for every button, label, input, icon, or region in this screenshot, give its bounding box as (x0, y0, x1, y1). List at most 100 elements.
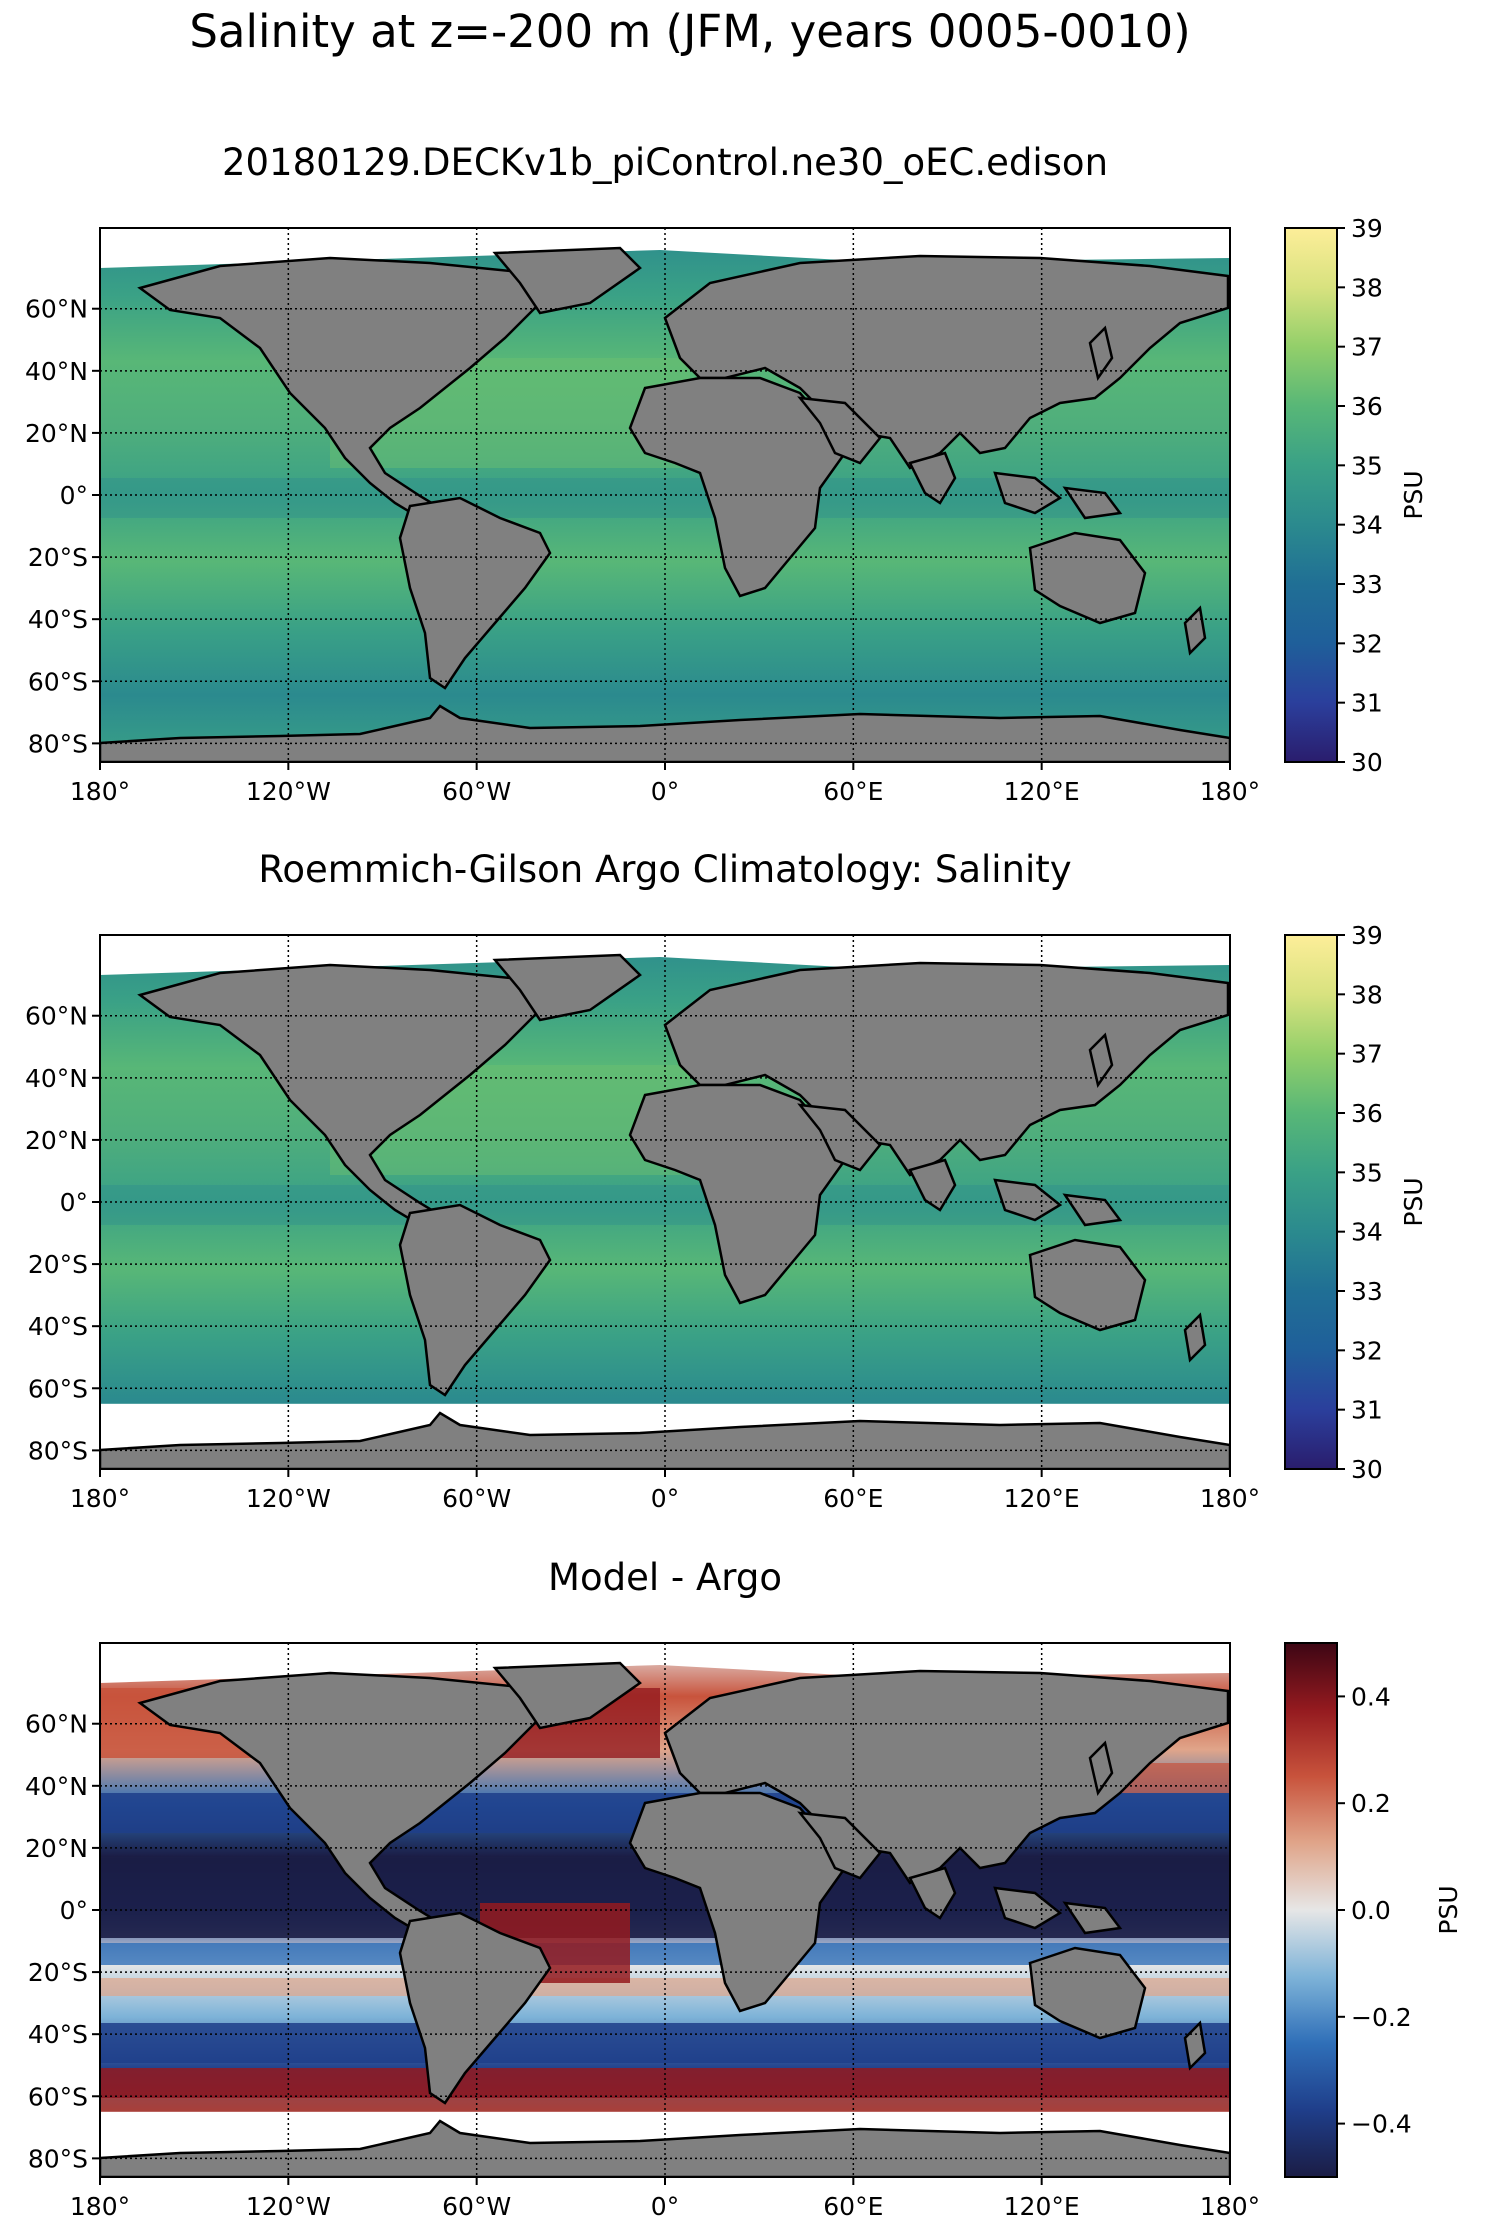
panel-model: 20180129.DECKv1b_piControl.ne30_oEC.edis… (25, 141, 1428, 806)
colorbar-tick-label: −0.2 (1351, 2003, 1412, 2032)
lon-tick-label: 120°E (1004, 777, 1080, 806)
anomaly-band (100, 1978, 1230, 1996)
colorbar-tick-label: 30 (1351, 1455, 1383, 1484)
colorbar-tick-label: 38 (1351, 273, 1383, 302)
graticule (100, 1643, 1230, 2177)
graticule (100, 228, 1230, 762)
lat-tick-label: 80°S (28, 2144, 88, 2173)
colorbar-tick-label: 31 (1351, 1396, 1383, 1425)
colorbar-tick-label: 36 (1351, 1099, 1383, 1128)
lat-tick-label: 40°S (28, 2020, 88, 2049)
lat-tick-label: 60°S (28, 2082, 88, 2111)
latitude-labels: 60°N 40°N 20°N 0° 20°S 40°S 60°S 80°S (25, 295, 100, 758)
lon-tick-label: 180° (1200, 777, 1260, 806)
colorbar-tick-label: 32 (1351, 629, 1383, 658)
lon-tick-label: 60°W (442, 2192, 511, 2221)
colorbar-label: PSU (1399, 1177, 1428, 1226)
colorbar-tick-label: 37 (1351, 1040, 1383, 1069)
colorbar-tick-label: 39 (1351, 921, 1383, 950)
colorbar-tick-label: 31 (1351, 689, 1383, 718)
colorbar-tick-label: 32 (1351, 1336, 1383, 1365)
latitude-labels: 60°N 40°N 20°N 0° 20°S 40°S 60°S 80°S (25, 1002, 100, 1465)
lat-tick-label: 60°N (25, 295, 88, 324)
lat-tick-label: 40°S (28, 1312, 88, 1341)
lon-tick-label: 180° (70, 2192, 130, 2221)
colorbar: 30 31 32 33 34 35 36 37 38 39 PSU (1284, 921, 1428, 1484)
colorbar-tick-label: −0.4 (1351, 2110, 1412, 2139)
lat-tick-label: 0° (60, 1188, 88, 1217)
lon-tick-label: 60°W (442, 777, 511, 806)
colorbar: −0.4 −0.2 0.0 0.2 0.4 PSU (1284, 1642, 1463, 2178)
lon-tick-label: 60°W (442, 1484, 511, 1513)
lat-tick-label: 20°N (25, 419, 88, 448)
lon-tick-label: 0° (651, 2192, 679, 2221)
lon-tick-label: 120°W (246, 777, 331, 806)
colorbar: 30 31 32 33 34 35 36 37 38 39 PSU (1284, 214, 1428, 777)
colorbar-gradient (1284, 934, 1338, 1470)
lon-tick-label: 60°E (823, 777, 883, 806)
panel-diff: Model - Argo 60°N 40°N 20°N 0° 20°S 40°S 60°S 8… (25, 1556, 1463, 2221)
lat-tick-label: 20°S (28, 1250, 88, 1279)
colorbar-tick-label: 34 (1351, 511, 1383, 540)
lon-tick-label: 180° (1200, 2192, 1260, 2221)
longitude-labels: 180° 120°W 60°W 0° 60°E 120°E 180° (70, 762, 1260, 806)
lon-tick-label: 180° (70, 1484, 130, 1513)
colorbar-gradient (1284, 227, 1338, 763)
lon-tick-label: 0° (651, 1484, 679, 1513)
lon-tick-label: 120°W (246, 2192, 331, 2221)
colorbar-tick-label: 34 (1351, 1218, 1383, 1247)
colorbar-tick-label: 0.2 (1351, 1789, 1391, 1818)
colorbar-tick-label: 35 (1351, 451, 1383, 480)
lon-tick-label: 60°E (823, 1484, 883, 1513)
lat-tick-label: 40°N (25, 1064, 88, 1093)
lon-tick-label: 0° (651, 777, 679, 806)
panel-title: 20180129.DECKv1b_piControl.ne30_oEC.edis… (222, 141, 1108, 184)
lat-tick-label: 20°N (25, 1834, 88, 1863)
lat-tick-label: 60°S (28, 1374, 88, 1403)
lat-tick-label: 60°N (25, 1002, 88, 1031)
lat-tick-label: 40°N (25, 1772, 88, 1801)
colorbar-tick-label: 37 (1351, 333, 1383, 362)
lat-tick-label: 20°S (28, 543, 88, 572)
colorbar-tick-label: 38 (1351, 980, 1383, 1009)
colorbar-tick-label: 39 (1351, 214, 1383, 243)
panel-title: Roemmich-Gilson Argo Climatology: Salini… (258, 848, 1071, 891)
graticule (100, 935, 1230, 1469)
colorbar-label: PSU (1399, 470, 1428, 519)
lon-tick-label: 120°E (1004, 2192, 1080, 2221)
lon-tick-label: 180° (70, 777, 130, 806)
lat-tick-label: 40°N (25, 357, 88, 386)
lat-tick-label: 0° (60, 1896, 88, 1925)
colorbar-tick-label: 33 (1351, 570, 1383, 599)
colorbar-tick-label: 0.0 (1351, 1896, 1391, 1925)
map-area (99, 227, 1231, 763)
colorbar-tick-label: 30 (1351, 748, 1383, 777)
longitude-labels: 180° 120°W 60°W 0° 60°E 120°E 180° (70, 1469, 1260, 1513)
figure-suptitle: Salinity at z=-200 m (JFM, years 0005-00… (189, 5, 1190, 58)
lat-tick-label: 20°N (25, 1126, 88, 1155)
lat-tick-label: 60°S (28, 667, 88, 696)
lat-tick-label: 60°N (25, 1710, 88, 1739)
map-area (99, 1642, 1231, 2178)
lon-tick-label: 180° (1200, 1484, 1260, 1513)
colorbar-tick-label: 35 (1351, 1158, 1383, 1187)
lon-tick-label: 120°W (246, 1484, 331, 1513)
lon-tick-label: 60°E (823, 2192, 883, 2221)
lon-tick-label: 120°E (1004, 1484, 1080, 1513)
lat-tick-label: 40°S (28, 605, 88, 634)
lat-tick-label: 80°S (28, 1436, 88, 1465)
panel-title: Model - Argo (548, 1556, 782, 1599)
colorbar-tick-label: 0.4 (1351, 1682, 1391, 1711)
longitude-labels: 180° 120°W 60°W 0° 60°E 120°E 180° (70, 2177, 1260, 2221)
colorbar-label: PSU (1434, 1885, 1463, 1934)
lat-tick-label: 20°S (28, 1958, 88, 1987)
lat-tick-label: 80°S (28, 729, 88, 758)
colorbar-tick-label: 33 (1351, 1277, 1383, 1306)
panel-obs: Roemmich-Gilson Argo Climatology: Salini… (25, 848, 1428, 1513)
latitude-labels: 60°N 40°N 20°N 0° 20°S 40°S 60°S 80°S (25, 1710, 100, 2173)
colorbar-gradient (1284, 1642, 1338, 2178)
lat-tick-label: 0° (60, 481, 88, 510)
colorbar-tick-label: 36 (1351, 392, 1383, 421)
map-area (99, 934, 1231, 1470)
